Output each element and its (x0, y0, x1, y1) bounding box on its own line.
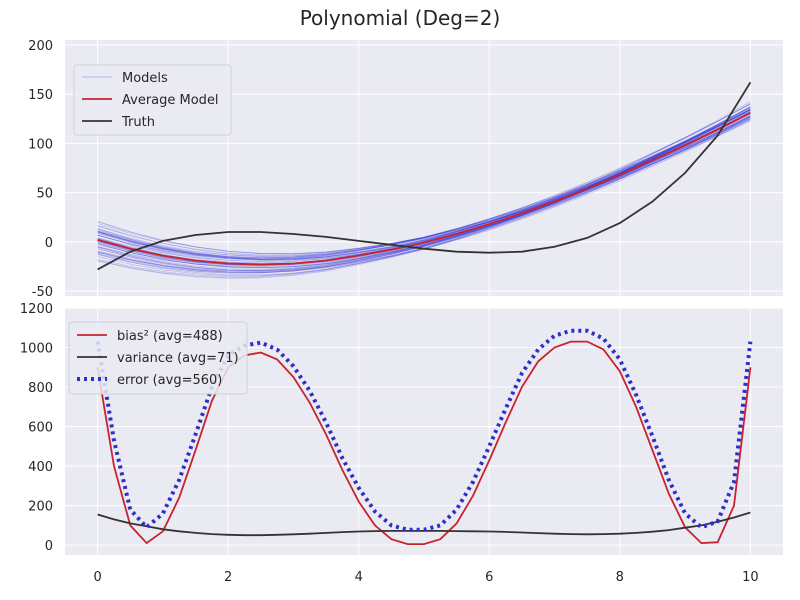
y-tick-label: 1000 (20, 342, 53, 357)
model-line (97, 120, 751, 254)
model-line (97, 110, 751, 260)
legend-label: error (avg=560) (117, 373, 222, 388)
legend-label: Models (122, 71, 168, 86)
model-line (97, 108, 751, 273)
model-line (97, 106, 751, 271)
legend-label: bias² (avg=488) (117, 329, 223, 344)
y-tick-label: 0 (45, 539, 53, 554)
model-line (97, 115, 751, 269)
model-line (97, 109, 751, 261)
model-line (97, 118, 751, 260)
y-tick-label: 200 (28, 500, 53, 515)
model-line (97, 109, 751, 267)
model-line (97, 112, 751, 264)
truth-line (97, 81, 752, 271)
model-line (97, 117, 751, 257)
model-line (97, 116, 751, 255)
model-line (97, 109, 751, 266)
model-line (97, 111, 751, 260)
x-tick-label: 2 (224, 570, 232, 585)
model-line (97, 106, 751, 269)
y-tick-label: -50 (32, 285, 53, 300)
y-tick-label: 800 (28, 381, 53, 396)
x-tick-label: 0 (93, 570, 101, 585)
legend-box (68, 321, 248, 395)
bottom-panel: 0 200 400 600 800 1000 1200 0 2 4 6 8 10 bias² (avg=4… (20, 302, 783, 585)
average-model-line (97, 112, 751, 266)
legend: bias² (avg=488) variance (avg=71) error (a… (68, 321, 248, 395)
model-line (97, 103, 751, 266)
y-tick-label: 600 (28, 421, 53, 436)
y-tick-label: 50 (36, 187, 53, 202)
model-line (97, 108, 751, 274)
legend-label: variance (avg=71) (117, 351, 239, 366)
y-tick-label: 100 (28, 137, 53, 152)
chart-title: Polynomial (Deg=2) (299, 6, 501, 30)
model-line (97, 103, 751, 260)
model-line (97, 116, 751, 268)
model-line (97, 115, 751, 260)
legend-label: Average Model (122, 93, 219, 108)
y-tick-label: 0 (45, 236, 53, 251)
legend-label: Truth (121, 115, 155, 130)
model-line (97, 112, 751, 259)
x-tick-label: 6 (485, 570, 493, 585)
model-line (97, 108, 751, 258)
legend: Models Average Model Truth (73, 64, 232, 136)
model-line (97, 118, 751, 256)
y-tick-label: 400 (28, 460, 53, 475)
model-line (97, 109, 751, 272)
x-tick-label: 8 (616, 570, 624, 585)
bias-squared-line (96, 340, 752, 545)
model-line (97, 103, 751, 260)
top-panel: -50 0 50 100 150 200 Models Average Model Truth (28, 39, 783, 300)
model-line (97, 101, 751, 272)
model-line (97, 108, 751, 259)
model-line (97, 106, 751, 270)
x-tick-label: 4 (355, 570, 363, 585)
model-line (97, 112, 751, 256)
x-tick-label: 10 (742, 570, 759, 585)
y-tick-label: 1200 (20, 302, 53, 317)
model-line (97, 106, 751, 274)
error-line (95, 328, 753, 532)
y-tick-label: 200 (28, 39, 53, 54)
legend-box (73, 64, 232, 136)
y-tick-label: 150 (28, 88, 53, 103)
model-line (97, 109, 751, 259)
